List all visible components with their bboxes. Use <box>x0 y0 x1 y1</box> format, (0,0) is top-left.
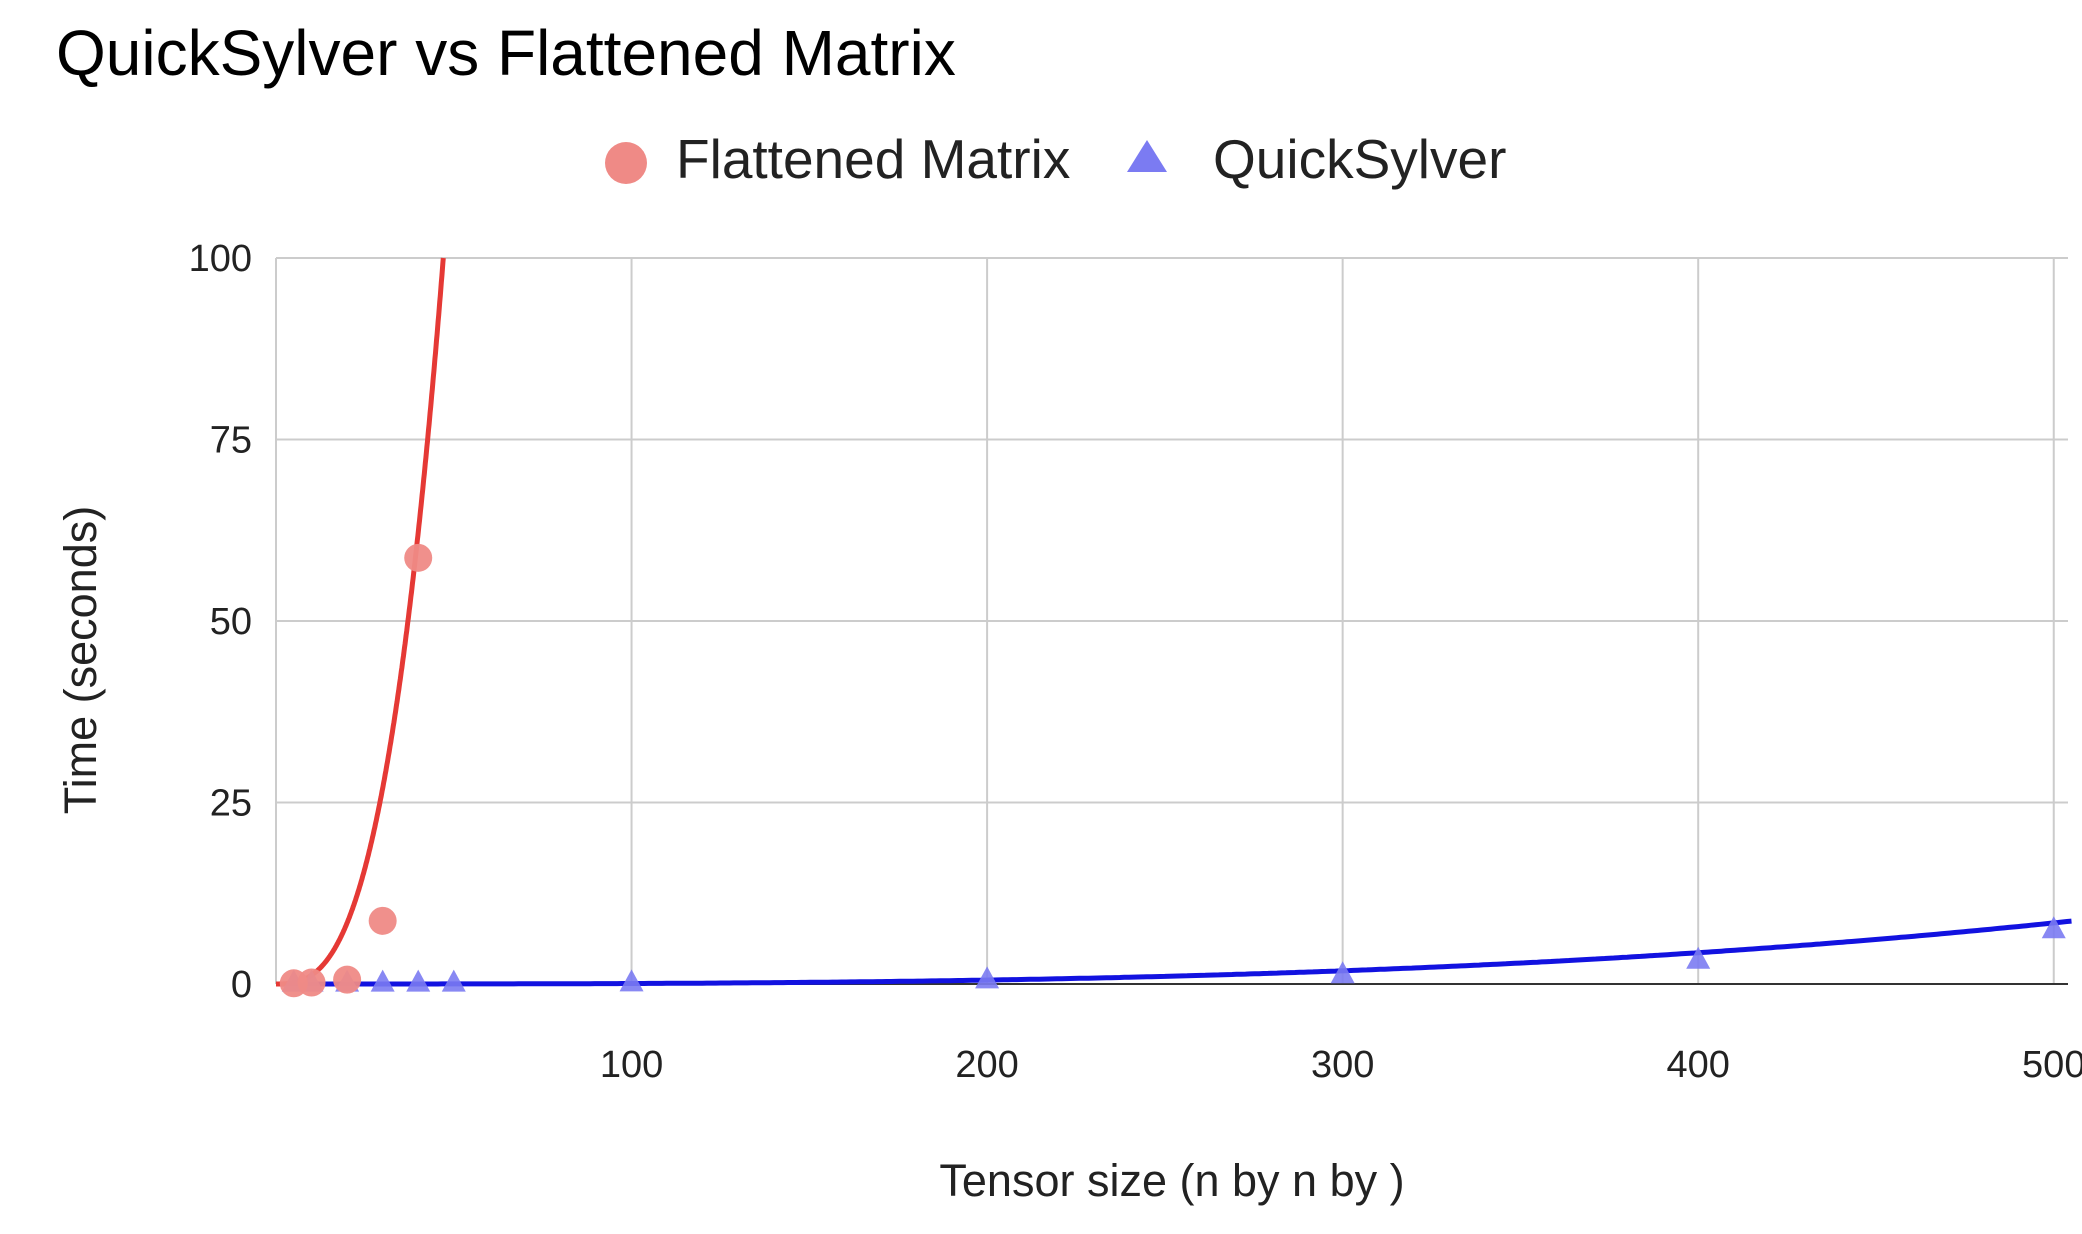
legend: Flattened Matrix QuickSylver <box>605 128 1506 190</box>
plot-grid <box>275 257 2068 985</box>
y-tick-label: 75 <box>210 420 252 462</box>
x-tick-label: 400 <box>1666 1044 1729 1086</box>
flattened-matrix-point <box>297 968 326 997</box>
quicksylver-trendline <box>276 918 2072 987</box>
legend-label-quicksylver: QuickSylver <box>1213 128 1506 190</box>
x-axis-title: Tensor size (n by n by ) <box>939 1155 1404 1206</box>
x-tick-label: 300 <box>1311 1044 1374 1086</box>
quicksylver-point <box>975 966 1000 989</box>
plot-points <box>279 543 2066 998</box>
quicksylver-point <box>406 969 431 992</box>
y-axis-ticks: 0 25 50 75 100 <box>189 238 252 1006</box>
quicksylver-point <box>370 969 395 992</box>
y-tick-label: 50 <box>210 601 252 643</box>
x-tick-label: 200 <box>955 1044 1018 1086</box>
chart-title: QuickSylver vs Flattened Matrix <box>56 17 956 89</box>
x-axis-ticks: 100 200 300 400 500 <box>600 1044 2082 1086</box>
legend-marker-quicksylver <box>1127 140 1167 172</box>
quicksylver-point <box>1330 961 1355 984</box>
legend-marker-flattened-matrix <box>605 142 647 184</box>
legend-label-flattened-matrix: Flattened Matrix <box>676 128 1070 190</box>
quicksylver-point <box>2041 916 2066 939</box>
y-axis-title: Time (seconds) <box>55 506 106 814</box>
quicksylver-point <box>619 969 644 992</box>
y-tick-label: 100 <box>189 238 252 280</box>
quicksylver-point <box>1686 946 1711 969</box>
flattened-matrix-point <box>368 906 397 935</box>
x-tick-label: 100 <box>600 1044 663 1086</box>
y-tick-label: 0 <box>231 964 252 1006</box>
flattened-matrix-point <box>333 965 362 994</box>
flattened-matrix-point <box>404 543 433 572</box>
quicksylver-point <box>441 969 466 992</box>
y-tick-label: 25 <box>210 783 252 825</box>
x-tick-label: 500 <box>2022 1044 2082 1086</box>
